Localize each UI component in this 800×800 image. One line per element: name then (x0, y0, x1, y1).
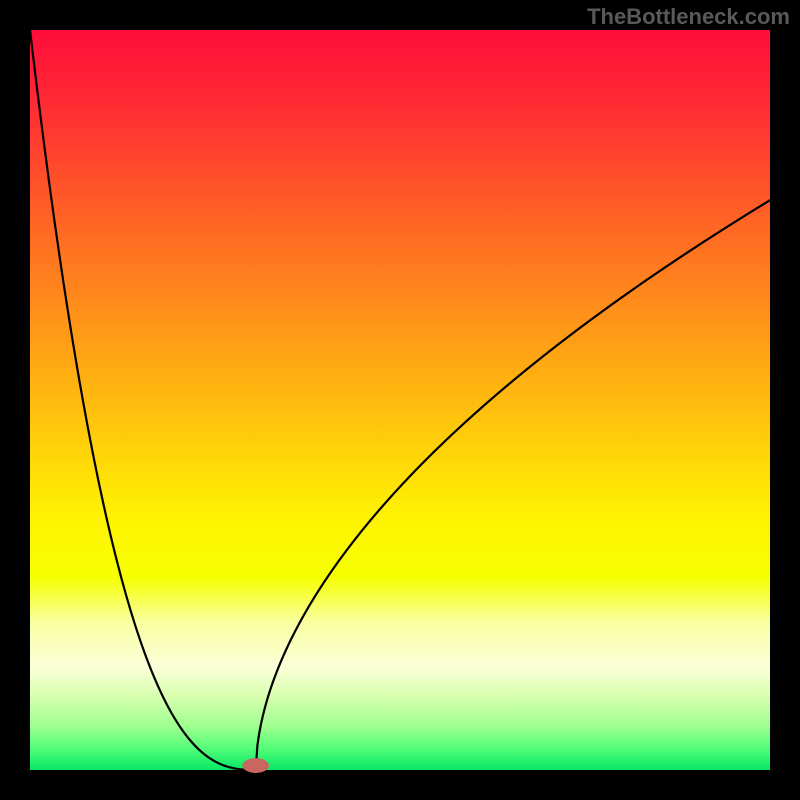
chart-container: TheBottleneck.com (0, 0, 800, 800)
plot-gradient-background (30, 30, 770, 770)
bottleneck-chart (0, 0, 800, 800)
optimum-marker (242, 758, 269, 773)
watermark-text: TheBottleneck.com (587, 4, 790, 30)
